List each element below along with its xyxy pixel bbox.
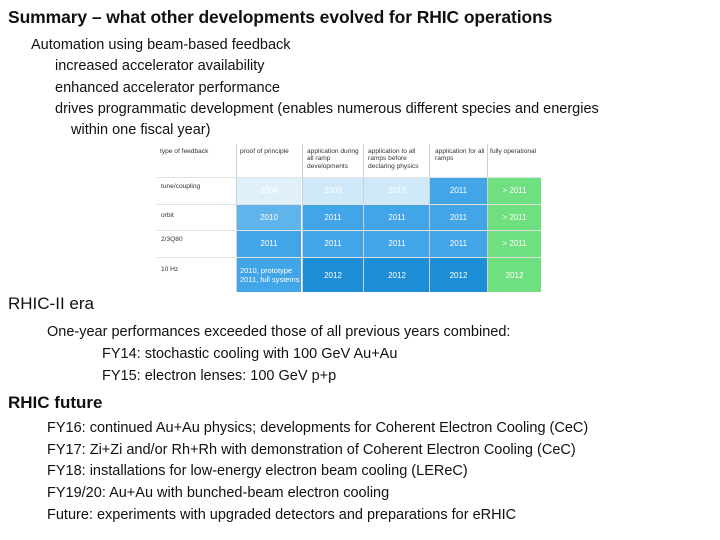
cell-tune-proof: 2006 xyxy=(237,177,301,204)
rhic-ii-fy15: FY15: electron lenses: 100 GeV p+p xyxy=(102,368,337,384)
future-fy17: FY17: Zi+Zi and/or Rh+Rh with demonstrat… xyxy=(47,442,576,458)
rhic-ii-heading: RHIC-II era xyxy=(8,294,94,313)
cell-10hz-all-ramps: 2012 xyxy=(430,258,487,292)
cell-tune-operational: > 2011 xyxy=(488,177,541,204)
cell-tune-before-physics: 2010 xyxy=(364,177,430,204)
table-divider xyxy=(487,144,488,292)
table-divider xyxy=(363,144,364,292)
table-divider xyxy=(157,177,541,178)
cell-orbit-all-ramps: 2011 xyxy=(430,204,487,230)
cell-tune-all-ramps: 2011 xyxy=(430,177,487,204)
table-divider xyxy=(302,144,303,292)
cell-orbit-ramp-dev: 2011 xyxy=(303,204,363,230)
cell-10hz-operational: 2012 xyxy=(488,258,541,292)
table-header-proof: proof of principle xyxy=(240,148,289,155)
table-divider xyxy=(429,144,430,292)
cell-q80-ramp-dev: 2011 xyxy=(303,230,363,257)
future-fy18: FY18: installations for low-energy elect… xyxy=(47,463,468,479)
future-fy19-20: FY19/20: Au+Au with bunched-beam electro… xyxy=(47,485,390,501)
rhic-future-heading: RHIC future xyxy=(8,393,103,412)
table-header-type: type of feedback xyxy=(160,148,209,155)
feedback-table: type of feedback proof of principle appl… xyxy=(157,144,541,292)
cell-q80-all-ramps: 2011 xyxy=(430,230,487,257)
table-header-fully-operational: fully operational xyxy=(490,148,537,155)
future-erhic: Future: experiments with upgraded detect… xyxy=(47,507,517,523)
cell-orbit-before-physics: 2011 xyxy=(364,204,430,230)
row-label-orbit: orbit xyxy=(161,212,174,219)
table-divider xyxy=(157,204,541,205)
table-divider xyxy=(157,257,541,258)
table-header-ramp-dev: application during all ramp developments xyxy=(307,148,359,170)
table-header-all-ramps: application for all ramps xyxy=(435,148,485,163)
row-label-2-3q80: 2/3Q80 xyxy=(161,236,183,243)
cell-q80-before-physics: 2011 xyxy=(364,230,430,257)
cell-orbit-proof: 2010 xyxy=(237,204,301,230)
table-divider xyxy=(236,144,237,292)
row-label-10hz: 10 Hz xyxy=(161,266,179,273)
table-divider xyxy=(157,230,541,231)
rhic-ii-fy14: FY14: stochastic cooling with 100 GeV Au… xyxy=(102,346,398,362)
table-header-before-physics: application to all ramps before declarin… xyxy=(368,148,419,170)
automation-bullet-1: increased accelerator availability xyxy=(55,58,265,74)
automation-bullet-3-continued: within one fiscal year) xyxy=(71,122,211,138)
cell-orbit-operational: > 2011 xyxy=(488,204,541,230)
automation-bullet-2: enhanced accelerator performance xyxy=(55,80,280,96)
automation-bullet-3: drives programmatic development (enables… xyxy=(55,101,599,117)
future-fy16: FY16: continued Au+Au physics; developme… xyxy=(47,420,589,436)
slide-title: Summary – what other developments evolve… xyxy=(8,7,553,27)
automation-heading: Automation using beam-based feedback xyxy=(31,37,291,53)
rhic-ii-intro: One-year performances exceeded those of … xyxy=(47,324,511,340)
cell-10hz-before-physics: 2012 xyxy=(364,258,430,292)
cell-tune-ramp-dev: 2009 xyxy=(303,177,363,204)
cell-10hz-ramp-dev: 2012 xyxy=(303,258,363,292)
cell-q80-operational: > 2011 xyxy=(488,230,541,257)
cell-q80-proof: 2011 xyxy=(237,230,301,257)
cell-10hz-proof: 2010, prototype 2011, full systems xyxy=(237,258,301,292)
row-label-tune-coupling: tune/coupling xyxy=(161,183,201,190)
